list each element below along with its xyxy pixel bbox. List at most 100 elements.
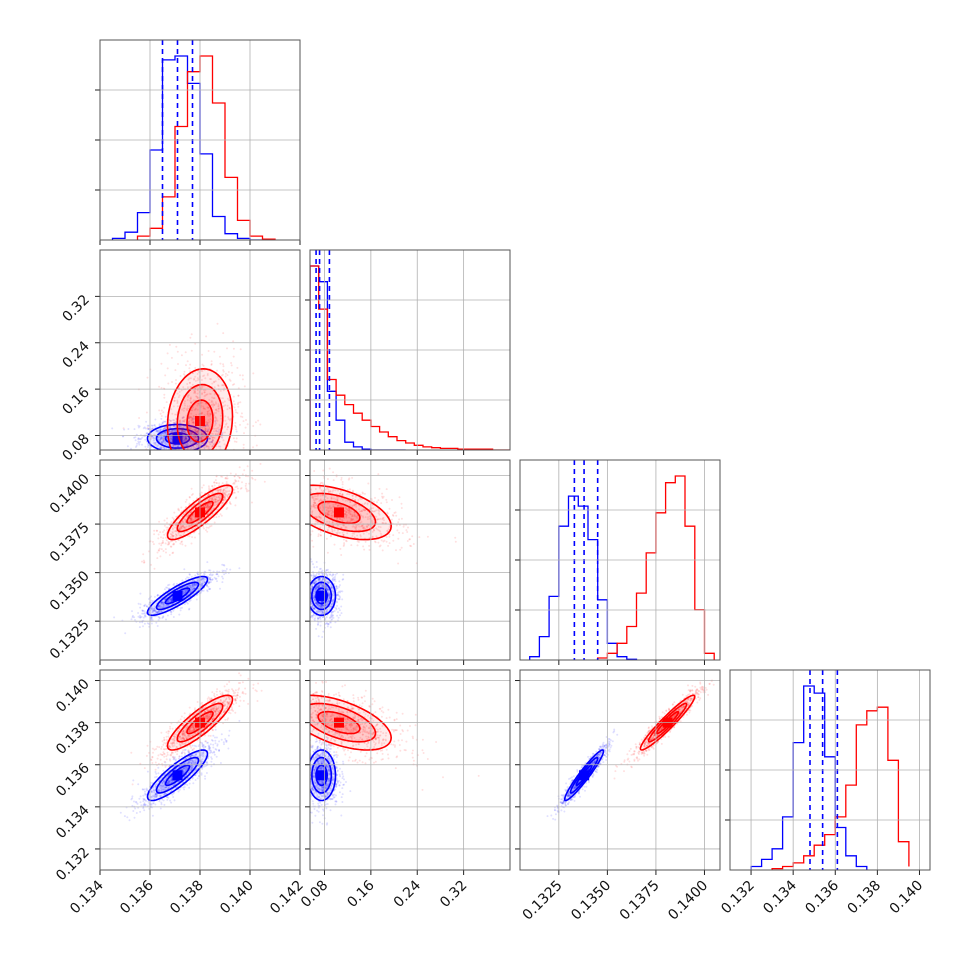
sample-point — [135, 444, 138, 447]
sample-point — [307, 593, 309, 595]
sample-point — [426, 535, 429, 538]
sample-point — [356, 515, 359, 518]
sample-point — [152, 427, 155, 430]
sample-point — [328, 513, 331, 516]
sample-point — [321, 572, 324, 575]
sample-point — [263, 488, 265, 490]
sample-point — [191, 583, 194, 586]
sample-point — [222, 488, 225, 491]
sample-point — [139, 614, 141, 617]
sample-point — [197, 433, 200, 436]
sample-point — [164, 420, 167, 423]
sample-point — [195, 431, 198, 434]
scatter-panel-1-0 — [95, 249, 301, 487]
sample-point — [192, 418, 195, 421]
sample-point — [313, 501, 316, 504]
sample-point — [207, 516, 210, 519]
sample-point — [171, 535, 174, 538]
sample-point — [210, 453, 212, 455]
sample-point — [168, 454, 170, 456]
sample-point — [225, 481, 228, 483]
sample-point — [162, 436, 165, 439]
sample-point — [189, 363, 192, 366]
sample-point — [172, 405, 175, 408]
sample-point — [163, 524, 166, 527]
sample-point — [228, 493, 231, 496]
sample-point — [226, 495, 229, 498]
sample-point — [151, 607, 154, 610]
sample-point — [200, 517, 203, 520]
sample-point — [328, 596, 331, 599]
sample-point — [190, 416, 192, 419]
sample-point — [224, 477, 227, 480]
sample-point — [175, 468, 177, 470]
sample-point — [150, 446, 153, 449]
sample-point — [189, 399, 192, 402]
sample-point — [154, 612, 157, 615]
sample-point — [169, 485, 171, 487]
sample-point — [198, 445, 200, 448]
sample-point — [193, 377, 196, 380]
sample-point — [190, 575, 193, 578]
sample-point — [164, 542, 167, 545]
sample-point — [233, 403, 236, 406]
sample-point — [311, 495, 314, 498]
sample-point — [192, 588, 195, 591]
sample-point — [326, 575, 329, 578]
sample-point — [162, 541, 164, 544]
sample-point — [319, 494, 322, 497]
sample-point — [176, 479, 178, 481]
sample-point — [153, 605, 156, 608]
sample-point — [146, 446, 149, 448]
sample-point — [209, 525, 211, 528]
sample-point — [305, 507, 307, 509]
sample-point — [200, 583, 203, 586]
sample-point — [188, 381, 191, 384]
sample-point — [203, 443, 206, 446]
sample-point — [167, 604, 170, 607]
sample-point — [219, 494, 222, 497]
sample-point — [220, 514, 223, 517]
sample-point — [217, 575, 220, 578]
sample-point — [178, 539, 180, 541]
sample-point — [169, 423, 172, 425]
sample-point — [157, 605, 160, 608]
sample-point — [189, 370, 192, 373]
sample-point — [161, 601, 164, 604]
sample-point — [181, 423, 184, 426]
sample-point — [286, 458, 288, 460]
sample-point — [361, 515, 364, 518]
sample-point — [223, 573, 226, 576]
sample-point — [218, 489, 221, 491]
sample-point — [212, 402, 215, 405]
sample-point — [229, 503, 232, 505]
sample-point — [243, 469, 246, 472]
sample-point — [206, 513, 209, 516]
sample-point — [156, 483, 158, 485]
sample-point — [301, 476, 303, 478]
sample-point — [212, 405, 215, 408]
sample-point — [202, 407, 205, 410]
sample-point — [194, 407, 197, 410]
sample-point — [315, 573, 318, 576]
sample-point — [321, 585, 324, 588]
sample-point — [171, 430, 174, 433]
sample-point — [201, 428, 204, 431]
sample-point — [210, 399, 213, 402]
sample-point — [189, 397, 192, 400]
sample-point — [192, 587, 195, 590]
sample-point — [180, 521, 183, 524]
sample-point — [171, 516, 174, 519]
sample-point — [220, 417, 223, 420]
sample-point — [209, 413, 212, 416]
sample-point — [232, 347, 235, 350]
sample-point — [180, 426, 183, 429]
sample-point — [173, 582, 176, 585]
sample-point — [204, 428, 207, 430]
sample-point — [326, 599, 329, 602]
panel-content — [113, 458, 288, 635]
sample-point — [330, 614, 333, 617]
sample-point — [208, 516, 210, 519]
sample-point — [321, 509, 324, 512]
sample-point — [189, 517, 192, 520]
